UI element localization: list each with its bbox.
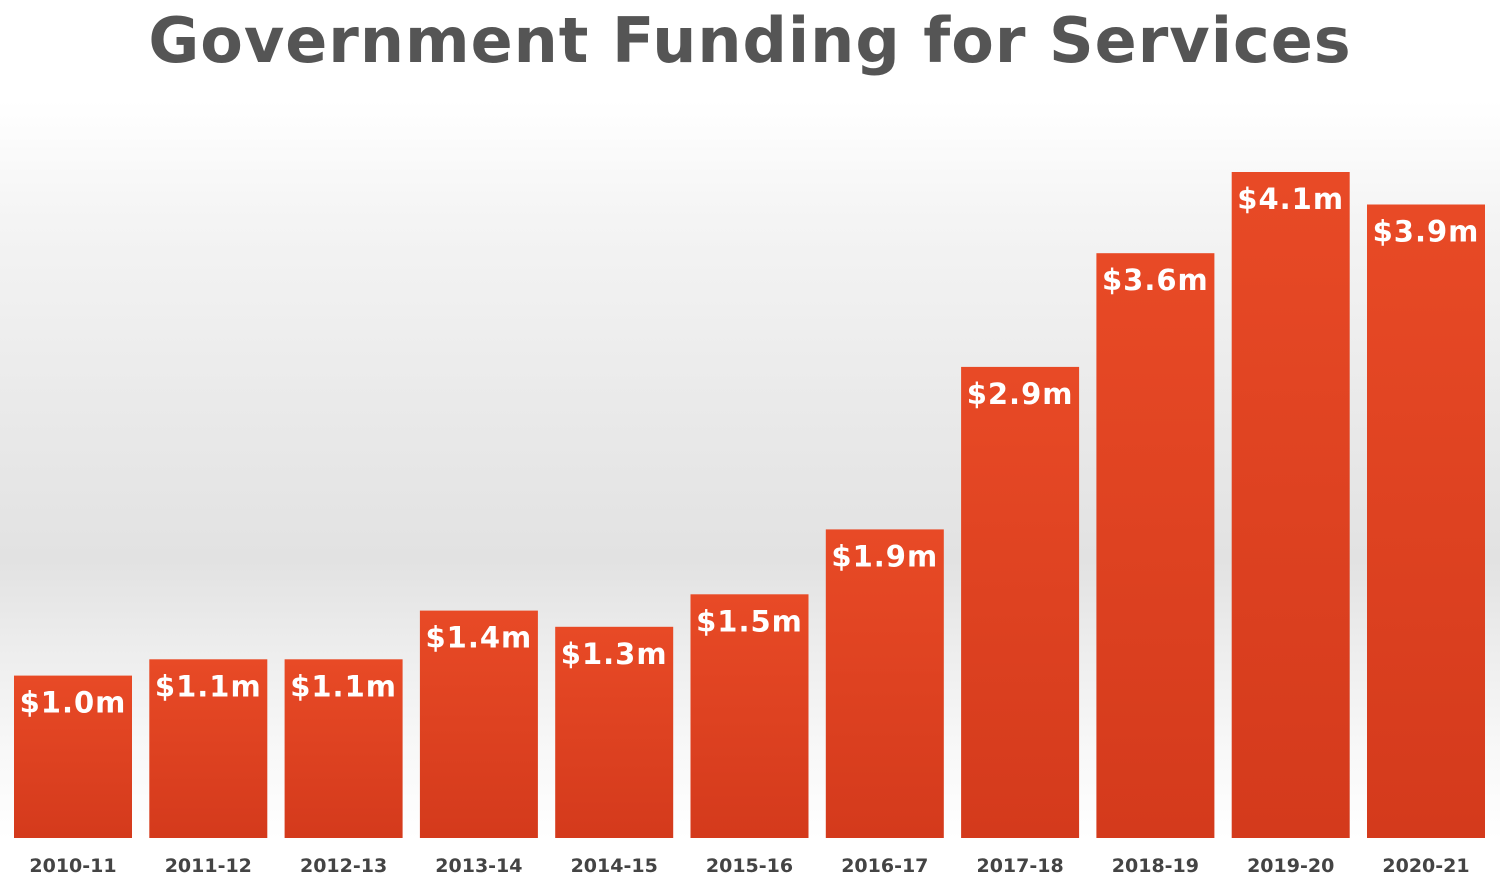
chart-title: Government Funding for Services <box>148 4 1352 77</box>
data-label-2018-19: $3.6m <box>1102 263 1209 297</box>
data-label-2013-14: $1.4m <box>426 621 533 655</box>
bars-layer <box>14 172 1485 838</box>
data-label-2020-21: $3.9m <box>1373 215 1480 249</box>
x-tick-2010-11: 2010-11 <box>29 855 116 877</box>
data-label-2010-11: $1.0m <box>20 686 127 720</box>
bar-2016-17 <box>825 529 944 838</box>
x-axis-ticks: 2010-11 2011-12 2012-13 2013-14 2014-15 2015-… <box>29 855 1469 877</box>
data-labels-layer: $1.0m $1.1m $1.1m $1.4m $1.3m $1.5m $1.9m $2.9m… <box>20 182 1480 720</box>
bar-2017-18 <box>961 366 1080 838</box>
data-label-2019-20: $4.1m <box>1237 182 1344 216</box>
x-tick-2020-21: 2020-21 <box>1382 855 1469 877</box>
x-tick-2017-18: 2017-18 <box>976 855 1063 877</box>
bar-2010-11 <box>14 675 132 838</box>
bar-2015-16 <box>690 594 809 838</box>
data-label-2016-17: $1.9m <box>831 539 938 573</box>
data-label-2015-16: $1.5m <box>696 604 803 638</box>
x-tick-2011-12: 2011-12 <box>165 855 252 877</box>
x-tick-2015-16: 2015-16 <box>706 855 793 877</box>
x-tick-2014-15: 2014-15 <box>571 855 658 877</box>
bar-2020-21 <box>1367 204 1485 838</box>
x-tick-2019-20: 2019-20 <box>1247 855 1334 877</box>
x-tick-2016-17: 2016-17 <box>841 855 928 877</box>
data-label-2012-13: $1.1m <box>290 669 397 703</box>
bar-2012-13 <box>284 659 403 838</box>
data-label-2011-12: $1.1m <box>155 669 262 703</box>
bar-2011-12 <box>149 659 268 838</box>
x-tick-2018-19: 2018-19 <box>1112 855 1199 877</box>
data-label-2014-15: $1.3m <box>561 637 668 671</box>
bar-2019-20 <box>1231 172 1350 838</box>
data-label-2017-18: $2.9m <box>967 377 1074 411</box>
bar-2014-15 <box>555 626 674 838</box>
x-tick-2012-13: 2012-13 <box>300 855 387 877</box>
bar-2013-14 <box>419 610 538 838</box>
x-tick-2013-14: 2013-14 <box>435 855 522 877</box>
bar-2018-19 <box>1096 253 1215 838</box>
